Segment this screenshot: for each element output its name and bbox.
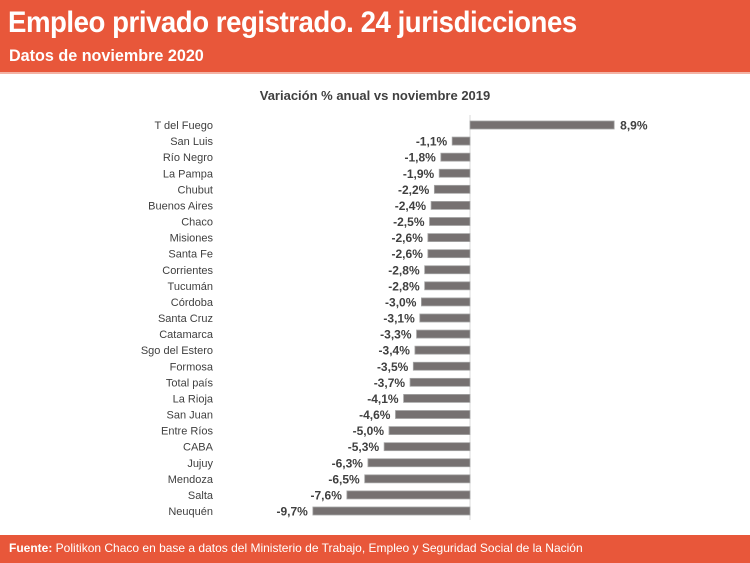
data-label: -2,2% xyxy=(398,183,430,197)
category-label: CABA xyxy=(183,442,214,454)
data-label: -6,3% xyxy=(332,456,364,470)
chart-title: Variación % anual vs noviembre 2019 xyxy=(259,88,491,103)
bar xyxy=(395,410,471,419)
category-label: Santa Cruz xyxy=(158,313,213,325)
bar xyxy=(438,168,471,178)
data-label: -3,7% xyxy=(374,376,406,390)
data-label: -2,4% xyxy=(395,199,427,213)
bar xyxy=(433,184,471,194)
category-label: Santa Fe xyxy=(168,249,213,261)
category-label: Mendoza xyxy=(168,474,214,486)
category-label: La Rioja xyxy=(173,393,214,405)
category-label: Río Negro xyxy=(163,152,213,164)
bar xyxy=(364,474,471,484)
bar xyxy=(383,442,471,452)
category-label: La Pampa xyxy=(163,168,214,180)
data-label: -2,8% xyxy=(388,263,420,277)
category-label: Sgo del Estero xyxy=(141,345,213,357)
category-label: San Juan xyxy=(167,410,213,422)
category-label: Jujuy xyxy=(187,458,213,470)
category-label: Corrientes xyxy=(162,265,213,277)
bar xyxy=(429,217,471,226)
data-label: 8,9% xyxy=(620,119,648,133)
bar xyxy=(416,329,471,339)
data-label: -4,6% xyxy=(359,408,391,422)
category-label: T del Fuego xyxy=(154,120,213,132)
data-label: -1,8% xyxy=(404,151,436,165)
source-label: Fuente: xyxy=(9,541,53,555)
data-label: -5,3% xyxy=(348,440,380,454)
bar xyxy=(469,120,615,130)
category-label: Buenos Aires xyxy=(148,200,213,212)
bar xyxy=(414,345,471,355)
bar xyxy=(346,490,471,500)
bar xyxy=(424,281,471,291)
data-label: -6,5% xyxy=(328,472,360,486)
page-title: Empleo privado registrado. 24 jurisdicci… xyxy=(8,6,577,39)
bar xyxy=(440,152,471,162)
category-label: Neuquén xyxy=(168,506,213,518)
category-label: Total país xyxy=(166,377,214,389)
category-label: Catamarca xyxy=(159,329,214,341)
footer-source: Fuente: Politikon Chaco en base a datos … xyxy=(0,535,750,563)
category-label: Misiones xyxy=(170,233,214,245)
bar xyxy=(367,458,471,468)
data-label: -3,3% xyxy=(380,328,412,342)
bar xyxy=(420,297,471,307)
data-label: -3,1% xyxy=(383,312,415,326)
bar xyxy=(424,265,471,275)
category-label: Formosa xyxy=(170,361,214,373)
data-label: -7,6% xyxy=(311,488,343,502)
bar xyxy=(427,233,471,242)
category-label: San Luis xyxy=(170,136,213,148)
source-text: Politikon Chaco en base a datos del Mini… xyxy=(52,541,583,555)
data-label: -3,0% xyxy=(385,295,417,309)
data-label: -2,8% xyxy=(388,279,420,293)
data-label: -2,6% xyxy=(392,231,424,245)
category-label: Salta xyxy=(188,490,214,502)
data-label: -1,9% xyxy=(403,167,435,181)
bar xyxy=(403,394,471,403)
bar xyxy=(451,136,471,146)
category-label: Tucumán xyxy=(168,281,213,293)
data-label: -3,5% xyxy=(377,360,409,374)
bar xyxy=(412,361,471,371)
data-label: -5,0% xyxy=(353,424,385,438)
data-label: -9,7% xyxy=(277,505,309,519)
bar xyxy=(419,313,471,323)
bar xyxy=(430,201,471,210)
data-label: -2,6% xyxy=(392,247,424,261)
bar xyxy=(312,506,471,516)
category-label: Chubut xyxy=(178,184,213,196)
category-label: Chaco xyxy=(181,217,213,229)
page-subtitle: Datos de noviembre 2020 xyxy=(9,46,204,65)
bar xyxy=(409,377,471,387)
category-label: Córdoba xyxy=(171,297,214,309)
data-label: -2,5% xyxy=(393,215,425,229)
data-label: -3,4% xyxy=(379,344,411,358)
bar xyxy=(427,249,471,259)
bar xyxy=(388,426,471,435)
category-label: Entre Ríos xyxy=(161,426,213,438)
header-banner: Empleo privado registrado. 24 jurisdicci… xyxy=(0,0,750,74)
data-label: -1,1% xyxy=(416,135,448,149)
data-label: -4,1% xyxy=(367,392,399,406)
